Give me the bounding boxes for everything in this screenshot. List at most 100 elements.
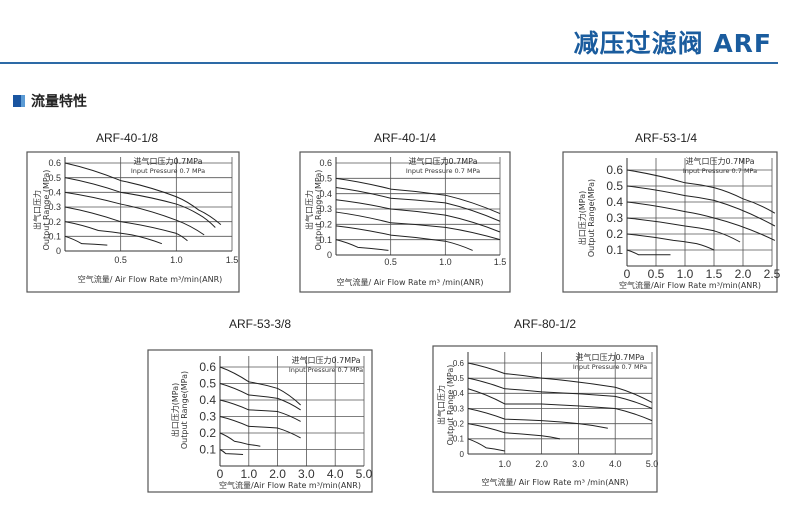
- y-tick-label: 0.3: [48, 202, 61, 212]
- y-tick-label: 0.5: [453, 374, 465, 383]
- x-tick-label: 4.0: [609, 459, 622, 469]
- y-axis-label: 出气口压力: [304, 190, 314, 230]
- pressure-curve-6: [467, 438, 505, 452]
- section-square-icon: [13, 95, 25, 107]
- chart-title: ARF-40-1/8: [96, 131, 158, 145]
- annotation-cn: 进气口压力0.7MPa: [576, 352, 645, 362]
- pressure-curve-6: [335, 239, 389, 251]
- pressure-curve-4: [467, 408, 608, 429]
- pressure-curve-3: [467, 388, 653, 422]
- section-heading: 流量特性: [13, 91, 87, 111]
- y-axis-label: 出气口压力: [32, 190, 42, 230]
- x-tick-label: 2.0: [269, 467, 286, 481]
- x-axis-label: 空气流量/ Air Flow Rate m³/min(ANR): [78, 274, 223, 284]
- y-tick-label: 0.3: [199, 410, 216, 424]
- y-tick-label: 0.1: [48, 231, 61, 241]
- y-tick-label: 0.2: [606, 227, 623, 241]
- x-tick-label: 5.0: [356, 467, 373, 481]
- x-tick-label: 1.5: [706, 267, 723, 281]
- x-tick-label: 1.0: [677, 267, 694, 281]
- chart-frame: [26, 151, 240, 293]
- x-tick-label: 1.0: [439, 257, 452, 267]
- y-tick-label: 0.5: [319, 173, 332, 183]
- pressure-curve-4: [626, 217, 741, 243]
- x-tick-label: 5.0: [646, 459, 659, 469]
- y-tick-label: 0: [460, 450, 465, 459]
- chart-title: ARF-53-3/8: [229, 317, 291, 331]
- x-tick-label: 3.0: [572, 459, 585, 469]
- y-tick-label: 0.4: [199, 393, 216, 407]
- pressure-curve-4: [335, 211, 501, 241]
- y-tick-label: 0.4: [48, 187, 61, 197]
- y-axis-label: Output Range (MPa): [446, 365, 455, 446]
- y-tick-label: 0: [327, 250, 332, 260]
- pressure-curve-1: [626, 169, 776, 214]
- y-tick-label: 0.4: [319, 189, 332, 199]
- annotation-en: Input Pressure 0.7 MPa: [573, 363, 647, 371]
- y-tick-label: 0.4: [453, 389, 465, 398]
- pressure-curve-1: [219, 366, 301, 406]
- y-axis-label: Output Range(MPa): [180, 371, 189, 449]
- pressure-curve-4: [219, 416, 301, 439]
- pressure-curve-2: [219, 383, 301, 411]
- y-tick-label: 0.6: [199, 360, 216, 374]
- x-tick-label: 4.0: [327, 467, 344, 481]
- x-axis-label: 空气流量/ Air Flow Rate m³ /min(ANR): [336, 277, 483, 287]
- pressure-curve-5: [219, 432, 261, 447]
- y-axis-label: Output Range (MPa): [42, 170, 51, 251]
- x-tick-label: 2.5: [764, 267, 781, 281]
- x-tick-label: 1.5: [494, 257, 507, 267]
- x-tick-label: 2.0: [735, 267, 752, 281]
- x-tick-label: 2.0: [535, 459, 548, 469]
- y-tick-label: 0.2: [453, 419, 465, 428]
- pressure-curve-5: [335, 225, 473, 251]
- x-axis-label: 空气流量/Air Flow Rate m³/min(ANR): [219, 480, 361, 490]
- annotation-cn: 进气口压力0.7MPa: [134, 156, 203, 166]
- y-axis-label: 出口压力(MPa): [577, 191, 587, 246]
- annotation-en: Input Pressure 0.7 MPa: [131, 167, 205, 175]
- y-tick-label: 0.1: [319, 235, 332, 245]
- x-tick-label: 0: [624, 267, 631, 281]
- y-tick-label: 0.5: [606, 179, 623, 193]
- chart-frame: [147, 349, 373, 493]
- y-tick-label: 0.2: [199, 426, 216, 440]
- page-title: 减压过滤阀 ARF: [573, 29, 772, 58]
- y-tick-label: 0.6: [319, 158, 332, 168]
- chart-frame: [299, 151, 511, 293]
- pressure-curve-2: [335, 187, 501, 222]
- y-axis-label: 出口压力(MPa): [170, 383, 180, 438]
- header-divider: [0, 62, 778, 64]
- section-title: 流量特性: [31, 94, 87, 110]
- pressure-curve-1: [64, 162, 222, 225]
- x-tick-label: 0.5: [648, 267, 665, 281]
- annotation-cn: 进气口压力0.7MPa: [409, 156, 478, 166]
- y-tick-label: 0.1: [453, 435, 465, 444]
- y-axis-label: 出气口压力: [436, 385, 446, 425]
- x-tick-label: 1.0: [499, 459, 512, 469]
- y-tick-label: 0.6: [48, 158, 61, 168]
- x-axis-label: 空气流量/Air Flow Rate m³/min(ANR): [619, 280, 761, 290]
- chart-frame: [562, 151, 778, 293]
- pressure-curve-1: [467, 362, 653, 403]
- y-tick-label: 0.3: [606, 211, 623, 225]
- y-tick-label: 0.2: [48, 217, 61, 227]
- x-tick-label: 1.0: [240, 467, 257, 481]
- y-tick-label: 0.3: [319, 204, 332, 214]
- pressure-curve-4: [64, 206, 188, 242]
- pressure-curve-1: [335, 177, 501, 215]
- pressure-curve-3: [335, 199, 501, 233]
- pressure-curve-6: [64, 235, 108, 246]
- pressure-curve-3: [626, 201, 776, 241]
- annotation-cn: 进气口压力0.7MPa: [292, 355, 361, 365]
- y-axis-label: Output Range (MPa): [314, 170, 323, 251]
- y-axis-label: Output Range(MPa): [587, 179, 596, 257]
- pressure-curve-3: [64, 191, 205, 236]
- pressure-curve-2: [467, 377, 653, 409]
- x-tick-label: 0.5: [114, 255, 127, 265]
- pressure-curve-3: [219, 399, 301, 422]
